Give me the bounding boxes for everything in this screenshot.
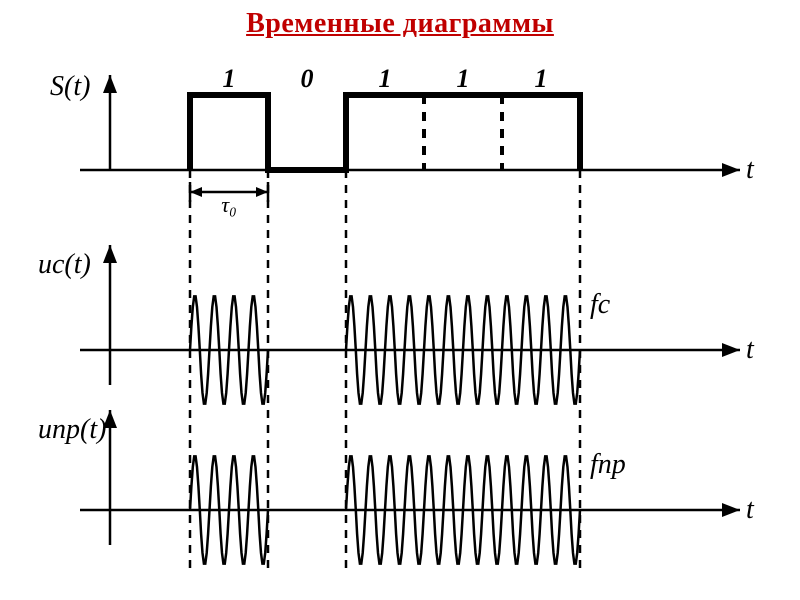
svg-text:1: 1: [223, 64, 236, 93]
svg-text:t: t: [746, 334, 755, 365]
svg-text:1: 1: [457, 64, 470, 93]
svg-text:uс(t): uс(t): [38, 249, 91, 280]
svg-text:t: t: [746, 494, 755, 525]
timing-diagram: S(t) t 1 0 1 1 1 τ₀ uс(t) t fс uпр(t) t fпр: [20, 40, 780, 580]
svg-text:uпр(t): uпр(t): [38, 414, 106, 445]
svg-text:τ₀: τ₀: [221, 192, 237, 217]
svg-text:1: 1: [535, 64, 548, 93]
svg-text:t: t: [746, 154, 755, 185]
svg-text:S(t): S(t): [50, 71, 90, 102]
svg-text:0: 0: [301, 64, 314, 93]
svg-text:1: 1: [379, 64, 392, 93]
svg-text:fс: fс: [590, 289, 611, 320]
page-title: Временные диаграммы: [0, 0, 800, 40]
svg-text:fпр: fпр: [590, 449, 626, 480]
